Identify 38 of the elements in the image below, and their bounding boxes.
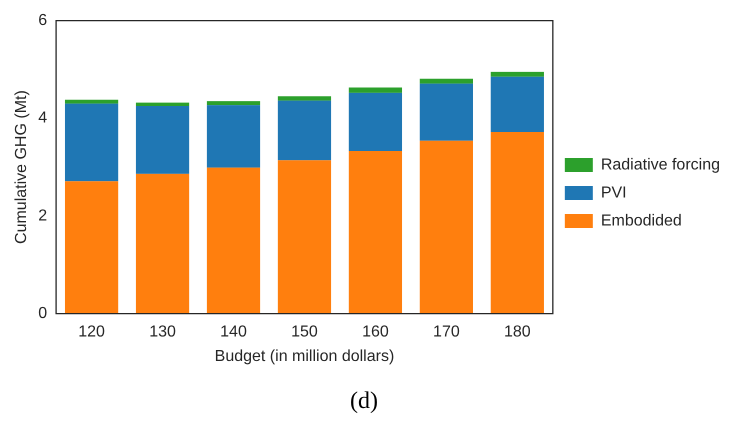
bar (490, 132, 544, 314)
bar (348, 88, 402, 93)
bar (348, 92, 402, 151)
bar (420, 140, 473, 314)
y-tick-label: 2 (38, 207, 48, 224)
x-tick-label: 170 (433, 324, 460, 341)
x-tick-label: 120 (78, 324, 106, 341)
y-tick-label: 4 (38, 110, 48, 127)
bar (206, 105, 260, 168)
bar (278, 160, 332, 314)
bar (278, 96, 332, 101)
bar (64, 181, 118, 314)
x-tick-label: 180 (504, 324, 531, 341)
y-tick-label: 0 (38, 305, 48, 322)
x-tick-label: 160 (362, 324, 389, 341)
y-axis-title: Cumulative GHG (Mt) (13, 90, 30, 244)
x-tick-label: 130 (149, 324, 176, 341)
x-tick-label: 150 (291, 324, 318, 341)
x-axis-title: Budget (in million dollars) (214, 348, 394, 365)
bar (420, 84, 473, 141)
bar (136, 106, 190, 174)
bar (206, 168, 260, 314)
legend-label: PVI (600, 184, 627, 202)
bar (490, 72, 544, 77)
bar (64, 104, 118, 182)
bar (136, 102, 190, 106)
bar (64, 100, 118, 104)
text: (d) (349, 388, 379, 415)
legend-label: Radiative forcing (600, 156, 720, 174)
bar (136, 174, 190, 314)
x-tick-label: 140 (220, 324, 247, 341)
legend-label: Embodided (600, 212, 682, 230)
bar (206, 101, 260, 106)
bar (490, 76, 544, 132)
y-tick-label: 6 (38, 12, 48, 30)
bar (420, 78, 473, 84)
bar (348, 150, 402, 314)
bar (278, 100, 332, 160)
